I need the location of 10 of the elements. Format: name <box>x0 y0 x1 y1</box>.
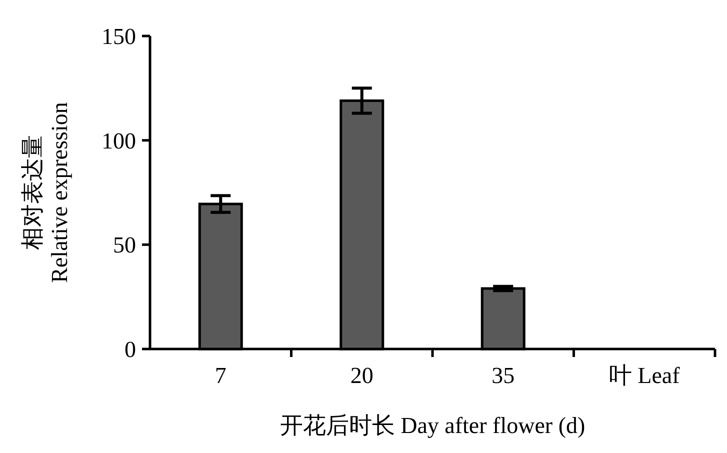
x-tick-label: 7 <box>214 363 226 388</box>
x-axis-title: 开花后时长 Day after flower (d) <box>280 413 586 438</box>
y-tick-label: 50 <box>113 232 136 258</box>
x-tick-label: 35 <box>492 363 515 388</box>
y-tick-label: 150 <box>102 24 136 49</box>
x-tick-label: 20 <box>350 363 374 388</box>
y-tick-label: 100 <box>102 128 136 154</box>
y-tick-label: 0 <box>124 337 136 362</box>
y-axis-title: 相对表达量 Relative expression <box>20 102 72 283</box>
x-tick-label: 叶 Leaf <box>608 363 680 388</box>
